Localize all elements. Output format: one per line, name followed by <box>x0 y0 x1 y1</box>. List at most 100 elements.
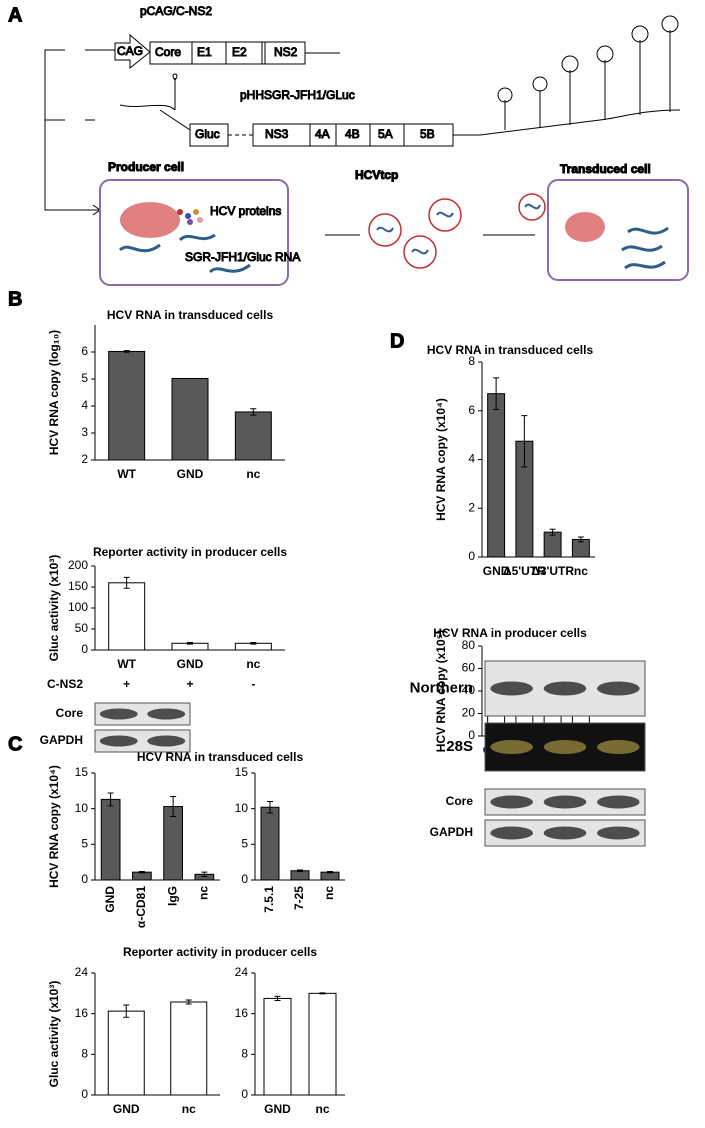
bar <box>263 997 292 1096</box>
y-tick-label: 16 <box>75 1006 89 1020</box>
y-tick-label: 4 <box>81 398 88 412</box>
error-bar <box>123 1004 130 1018</box>
panel-label: B <box>8 288 22 310</box>
panel-label: A <box>8 4 22 26</box>
label: Core <box>155 45 181 59</box>
label: pHHSGR-JFH1/GLuc <box>240 88 355 102</box>
y-tick-label: 2 <box>468 500 475 514</box>
error-bar <box>107 792 114 807</box>
label: CAG <box>117 44 143 58</box>
y-tick-label: 2 <box>81 452 88 466</box>
y-axis-label: Gluc activity (x10³) <box>47 981 61 1088</box>
x-tick-label: nc <box>574 564 588 578</box>
blot-band <box>543 681 587 696</box>
x-tick-label: GND <box>177 467 204 481</box>
y-tick-label: 0 <box>81 872 88 886</box>
error-bar <box>123 576 130 589</box>
blot-band <box>99 708 138 720</box>
bar <box>108 350 146 461</box>
bar <box>163 806 183 881</box>
blot-band <box>597 826 640 840</box>
y-tick-label: 15 <box>235 765 249 779</box>
y-tick-label: 4 <box>468 452 475 466</box>
error-bar <box>123 350 130 353</box>
y-tick-label: 8 <box>468 354 475 368</box>
row-label: C-NS2 <box>47 677 83 691</box>
blot-band <box>490 826 533 840</box>
bar <box>543 531 562 558</box>
label: Gluc <box>195 127 220 141</box>
x-tick-label: GND <box>177 657 204 671</box>
y-tick-label: 5 <box>81 837 88 851</box>
x-tick-label: WT <box>117 467 136 481</box>
label: pCAG/C-NS2 <box>140 4 212 18</box>
label: Transduced cell <box>560 162 651 176</box>
error-bar <box>493 377 500 411</box>
blot-band <box>490 795 533 809</box>
bar <box>108 582 146 651</box>
y-tick-label: 0 <box>81 1087 88 1101</box>
x-tick-label: nc <box>322 886 336 900</box>
x-tick-label: α-CD81 <box>134 886 148 928</box>
y-tick-label: 0 <box>81 642 88 656</box>
blot-label: Core <box>446 794 474 808</box>
y-tick-label: 200 <box>68 558 88 572</box>
x-tick-label: nc <box>182 1102 196 1116</box>
error-bar <box>201 871 208 877</box>
x-tick-label: nc <box>246 657 260 671</box>
y-tick-label: 16 <box>235 1006 249 1020</box>
label: NS3 <box>265 127 289 141</box>
y-tick-label: 10 <box>235 801 249 815</box>
blot-band <box>597 795 640 809</box>
blot-band <box>543 795 587 809</box>
y-tick-label: 0 <box>468 549 475 563</box>
error-bar <box>297 869 303 872</box>
diagram: A B C D pCAG/C-NS2 CAG Core E1 E2 NS2 pH… <box>8 4 689 756</box>
y-tick-label: 50 <box>75 621 89 635</box>
error-bar <box>138 870 145 874</box>
x-tick-label: nc <box>315 1102 329 1116</box>
chart-title: HCV RNA in transduced cells <box>107 308 274 322</box>
y-tick-label: 0 <box>241 872 248 886</box>
x-tick-label: GND <box>103 886 117 913</box>
bar <box>170 1001 208 1096</box>
x-tick-label: IgG <box>165 886 179 906</box>
x-tick-label: nc <box>197 886 211 900</box>
y-tick-label: 24 <box>235 965 249 979</box>
panel-label: C <box>8 733 22 755</box>
y-tick-label: 8 <box>241 1047 248 1061</box>
y-tick-label: 10 <box>75 801 89 815</box>
chart-title: Reporter activity in producer cells <box>93 545 287 559</box>
error-bar <box>170 796 177 818</box>
bar <box>100 798 121 881</box>
y-tick-label: 20 <box>462 706 476 720</box>
error-bar <box>319 992 326 995</box>
x-tick-label: 7-25 <box>292 886 306 910</box>
y-tick-label: 15 <box>75 765 89 779</box>
y-tick-label: 5 <box>81 371 88 385</box>
error-bar <box>521 415 528 468</box>
label: 5A <box>378 127 393 141</box>
blot-band <box>543 740 587 754</box>
bar <box>290 870 310 881</box>
y-axis-label: HCV RNA copy (x10⁵) <box>434 630 448 753</box>
blot-band <box>597 740 640 754</box>
error-bar <box>250 408 257 416</box>
label: 4A <box>315 127 330 141</box>
error-bar <box>274 995 281 1001</box>
blot-label: Core <box>56 706 84 720</box>
y-tick-label: 0 <box>468 728 475 742</box>
x-tick-label: 7.5.1 <box>262 886 276 913</box>
chart-title: HCV RNA in producer cells <box>433 626 587 640</box>
chart-title: Reporter activity in producer cells <box>123 945 317 959</box>
blot-band <box>147 735 186 747</box>
y-tick-label: 150 <box>68 579 88 593</box>
error-bar <box>577 536 584 543</box>
y-tick-label: 3 <box>81 425 88 439</box>
label: HCVtcp <box>355 168 398 182</box>
y-tick-label: 0 <box>241 1087 248 1101</box>
row-value: + <box>186 677 193 691</box>
chart-title: HCV RNA in transduced cells <box>137 750 304 764</box>
error-bar <box>267 801 273 814</box>
y-tick-label: 60 <box>462 661 476 675</box>
